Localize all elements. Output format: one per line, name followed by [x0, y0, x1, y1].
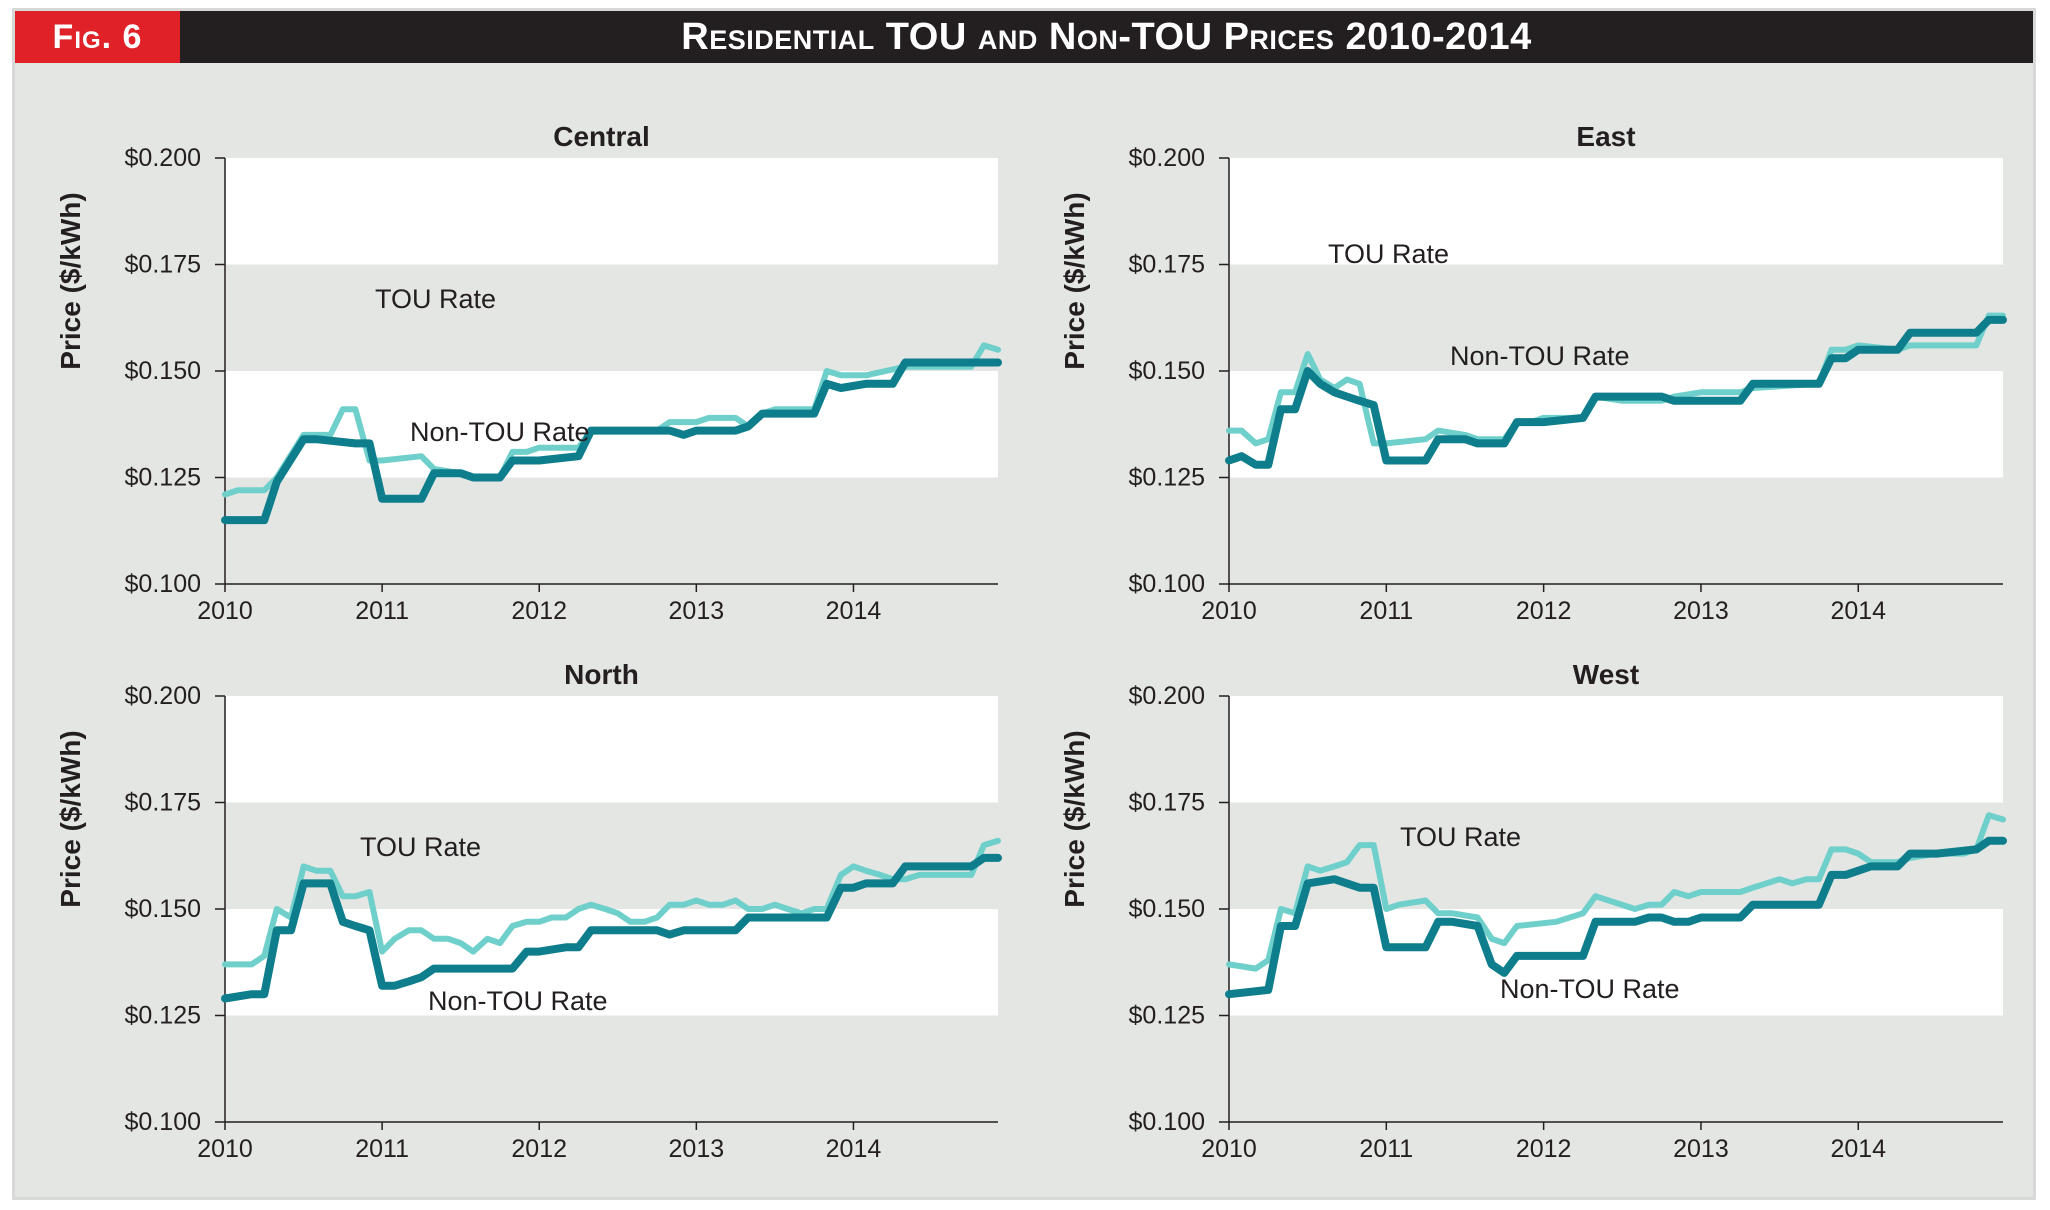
x-tick-label: 2014 — [826, 1135, 882, 1163]
y-axis-label: Price ($/kWh) — [1059, 192, 1090, 369]
x-tick-label: 2011 — [1359, 1135, 1413, 1163]
x-tick-label: 2013 — [669, 597, 725, 625]
chart-title: Central — [553, 121, 649, 152]
figure-frame: Fig. 6 Residential TOU and Non-TOU Price… — [12, 8, 2036, 1200]
annotation-non-tou-rate: Non-TOU Rate — [428, 986, 608, 1016]
chart-panel-north: $0.100 $0.125 $0.150 $0.175 $0.200 2010 2011 20… — [55, 659, 1002, 1163]
plot-band — [225, 696, 998, 803]
x-tick-label: 2013 — [669, 1135, 725, 1163]
figure-header: Fig. 6 Residential TOU and Non-TOU Price… — [15, 11, 2033, 63]
plot-band — [1229, 1015, 2003, 1122]
x-tick-label: 2012 — [511, 597, 567, 625]
plot-band — [1229, 158, 2003, 265]
plot-band — [1229, 802, 2003, 909]
y-tick-label: $0.125 — [1129, 1002, 1205, 1030]
y-tick-label: $0.125 — [1129, 464, 1205, 492]
y-tick-label: $0.150 — [125, 895, 201, 923]
x-tick-label: 2014 — [1830, 597, 1886, 625]
y-tick-label: $0.175 — [125, 251, 201, 279]
series-line-tou — [1226, 812, 2006, 972]
x-tick-label: 2010 — [1201, 597, 1257, 625]
annotation-non-tou-rate: Non-TOU Rate — [1500, 974, 1680, 1004]
plot-band — [1229, 477, 2003, 584]
annotation-tou-rate: TOU Rate — [1328, 239, 1449, 269]
y-tick-label: $0.100 — [1129, 570, 1205, 598]
chart-title: North — [564, 659, 639, 690]
x-tick-label: 2010 — [197, 597, 253, 625]
plot-band — [1229, 909, 2003, 1016]
charts-grid: $0.100 $0.125 $0.150 $0.175 $0.200 2010 2011 20… — [55, 121, 2007, 1163]
y-tick-label: $0.175 — [1129, 789, 1205, 817]
y-tick-label: $0.150 — [1129, 895, 1205, 923]
plot-band — [225, 371, 998, 478]
y-axis-label: Price ($/kWh) — [55, 192, 86, 369]
x-tick-label: 2011 — [355, 597, 409, 625]
plot-band — [1229, 371, 2003, 478]
x-tick-label: 2010 — [197, 1135, 253, 1163]
annotation-tou-rate: TOU Rate — [1400, 822, 1521, 852]
x-tick-label: 2014 — [826, 597, 882, 625]
plot-band — [225, 1015, 998, 1122]
x-tick-label: 2012 — [511, 1135, 567, 1163]
series-line-non-tou — [1225, 836, 2007, 999]
series-line-non-tou — [221, 358, 1002, 525]
plot-band — [225, 802, 998, 909]
y-tick-label: $0.150 — [1129, 357, 1205, 385]
x-tick-label: 2011 — [355, 1135, 409, 1163]
annotation-tou-rate: TOU Rate — [375, 284, 496, 314]
figure-number-label: Fig. 6 — [15, 11, 180, 63]
x-tick-label: 2014 — [1830, 1135, 1886, 1163]
y-tick-label: $0.200 — [125, 144, 201, 172]
chart-title: West — [1573, 659, 1639, 690]
y-tick-label: $0.200 — [125, 682, 201, 710]
y-axis-label: Price ($/kWh) — [55, 730, 86, 907]
x-tick-label: 2011 — [1359, 597, 1413, 625]
chart-panel-east: $0.100 $0.125 $0.150 $0.175 $0.200 2010 2011 20… — [1059, 121, 2007, 625]
y-tick-label: $0.125 — [125, 464, 201, 492]
x-tick-label: 2013 — [1673, 597, 1729, 625]
figure-title: Residential TOU and Non-TOU Prices 2010-… — [681, 16, 1532, 58]
y-tick-label: $0.150 — [125, 357, 201, 385]
x-tick-label: 2013 — [1673, 1135, 1729, 1163]
chart-panel-west: $0.100 $0.125 $0.150 $0.175 $0.200 2010 2011 20… — [1059, 659, 2007, 1163]
y-tick-label: $0.100 — [125, 570, 201, 598]
series-line-non-tou — [221, 853, 1002, 1003]
y-tick-label: $0.200 — [1129, 144, 1205, 172]
chart-title: East — [1576, 121, 1635, 152]
x-tick-label: 2012 — [1516, 597, 1572, 625]
y-tick-label: $0.100 — [125, 1108, 201, 1136]
y-tick-label: $0.200 — [1129, 682, 1205, 710]
annotation-non-tou-rate: Non-TOU Rate — [410, 417, 590, 447]
annotation-tou-rate: TOU Rate — [360, 832, 481, 862]
plot-band — [225, 158, 998, 265]
y-tick-label: $0.125 — [125, 1002, 201, 1030]
y-axis-label: Price ($/kWh) — [1059, 730, 1090, 907]
x-tick-label: 2010 — [1201, 1135, 1257, 1163]
plot-band — [225, 264, 998, 371]
x-tick-label: 2012 — [1516, 1135, 1572, 1163]
y-tick-label: $0.175 — [125, 789, 201, 817]
y-tick-label: $0.100 — [1129, 1108, 1205, 1136]
plot-band — [1229, 696, 2003, 803]
chart-panel-central: $0.100 $0.125 $0.150 $0.175 $0.200 2010 2011 20… — [55, 121, 1002, 625]
series-line-tou — [222, 837, 1001, 968]
y-tick-label: $0.175 — [1129, 251, 1205, 279]
series-line-non-tou — [1225, 315, 2007, 469]
plot-band — [225, 477, 998, 584]
annotation-non-tou-rate: Non-TOU Rate — [1450, 341, 1630, 371]
